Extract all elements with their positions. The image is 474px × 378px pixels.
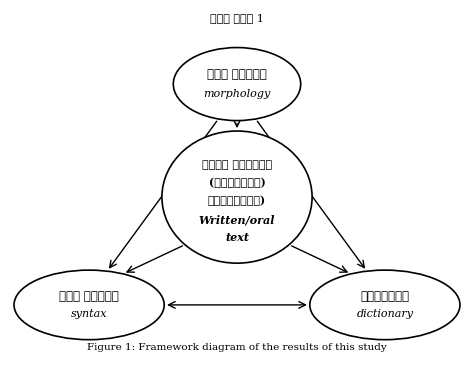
Text: علم النحو: علم النحو bbox=[59, 290, 119, 303]
Ellipse shape bbox=[310, 270, 460, 340]
Text: النص العربي: النص العربي bbox=[202, 158, 272, 170]
Text: القاموس: القاموس bbox=[360, 290, 410, 303]
Text: dictionary: dictionary bbox=[356, 308, 413, 319]
Text: والمنطوق): والمنطوق) bbox=[208, 195, 266, 206]
Ellipse shape bbox=[173, 48, 301, 121]
Ellipse shape bbox=[14, 270, 164, 340]
Text: text: text bbox=[225, 232, 249, 243]
Text: Written/oral: Written/oral bbox=[199, 214, 275, 225]
Text: morphology: morphology bbox=[203, 89, 271, 99]
Text: (المكتوب): (المكتوب) bbox=[209, 177, 265, 188]
Text: Figure 1: Framework diagram of the results of this study: Figure 1: Framework diagram of the resul… bbox=[87, 343, 387, 352]
Text: شكل رقم 1: شكل رقم 1 bbox=[210, 13, 264, 23]
Text: علم الصرف: علم الصرف bbox=[207, 68, 267, 81]
Text: syntax: syntax bbox=[71, 308, 108, 319]
Ellipse shape bbox=[162, 131, 312, 263]
